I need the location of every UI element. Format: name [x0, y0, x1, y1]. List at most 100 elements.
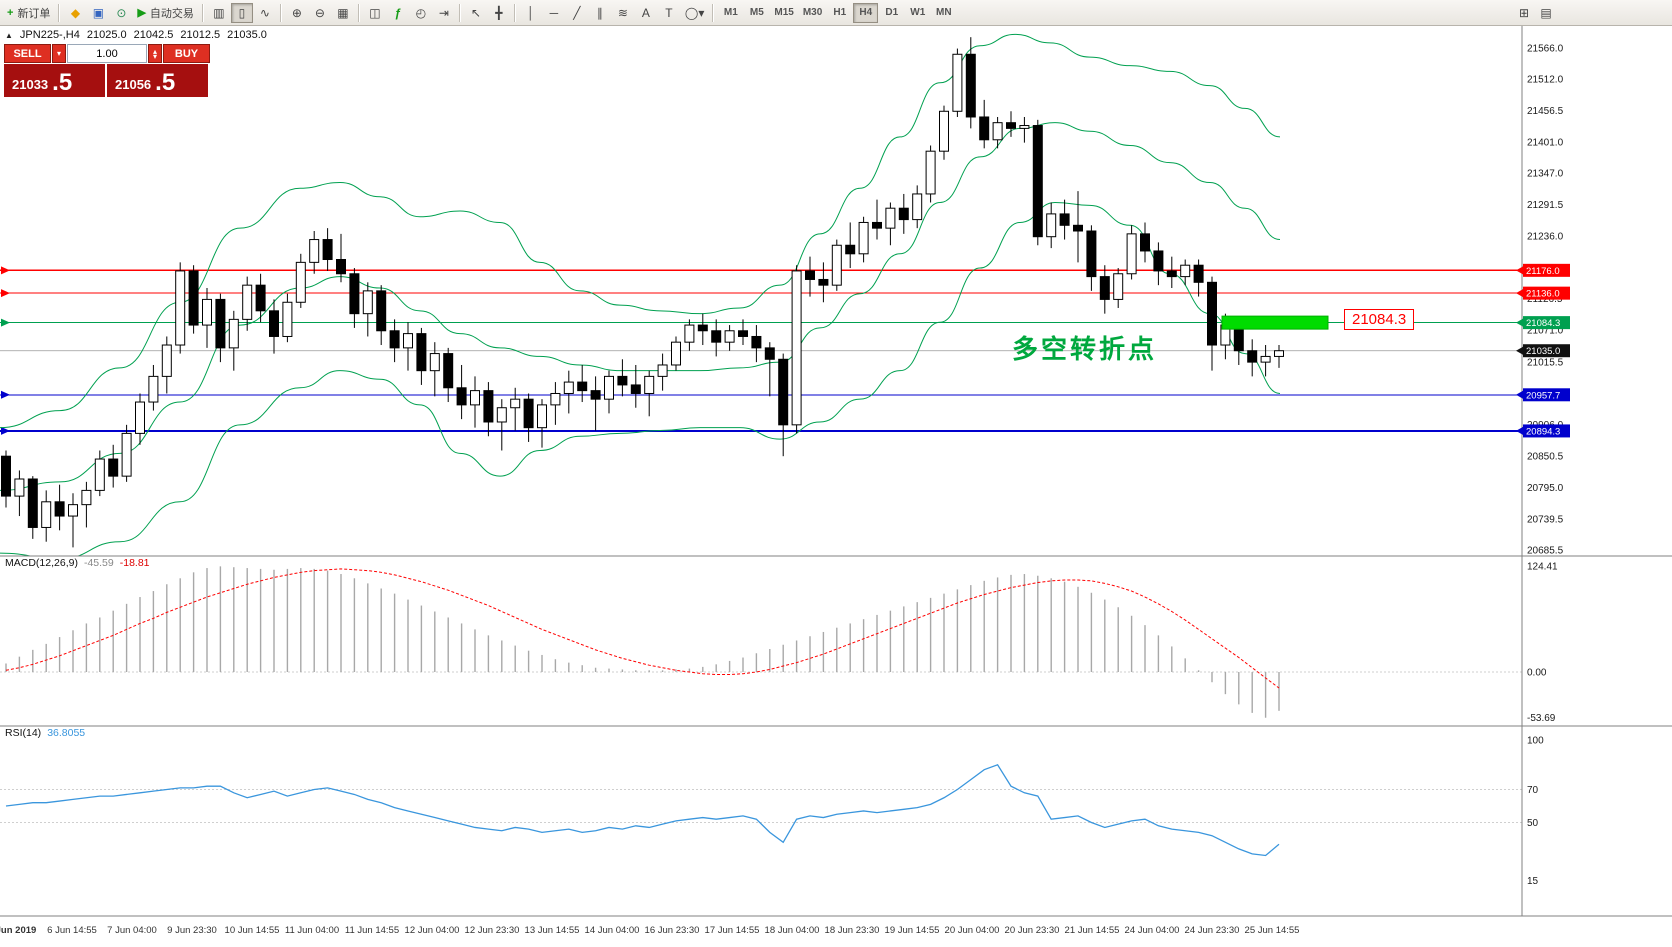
- timeframe-m5-button[interactable]: M5: [744, 3, 769, 23]
- indicators-icon: ƒ: [394, 5, 402, 20]
- svg-text:21035.0: 21035.0: [1526, 346, 1560, 357]
- svg-text:21176.0: 21176.0: [1526, 266, 1560, 277]
- timeframe-w1-button[interactable]: W1: [905, 3, 930, 23]
- svg-text:0.00: 0.00: [1527, 668, 1547, 679]
- time-axis-label: 19 Jun 14:55: [885, 925, 940, 936]
- navigator-button[interactable]: ▤: [1535, 3, 1557, 23]
- trendline-icon: ╱: [573, 5, 581, 20]
- chart-ohlc-header: ▲ JPN225-,H4 21025.0 21042.5 21012.5 210…: [5, 29, 267, 41]
- svg-text:20894.3: 20894.3: [1526, 426, 1560, 437]
- shapes-button[interactable]: ◯ ▾: [681, 3, 708, 23]
- svg-text:100: 100: [1527, 736, 1544, 747]
- tile-windows-icon: ▦: [337, 5, 349, 20]
- svg-text:70: 70: [1527, 785, 1539, 796]
- toolbar-separator: [458, 3, 461, 22]
- data-window-button[interactable]: ⊞: [1513, 3, 1535, 23]
- vertical-line-button[interactable]: │: [520, 3, 542, 23]
- macd-signal-line: [5, 568, 1280, 689]
- time-axis-label: 10 Jun 14:55: [225, 925, 280, 936]
- history-center-button[interactable]: ⊙: [110, 3, 132, 23]
- price-axis-label: 21015.5: [1527, 357, 1564, 368]
- toolbar-separator: [712, 3, 715, 22]
- collapse-arrow-icon[interactable]: ▲: [5, 30, 13, 40]
- candlestick-icon: ▯: [238, 5, 246, 20]
- rsi-indicator-label: RSI(14) 36.8055: [5, 727, 85, 739]
- sell-button[interactable]: SELL: [4, 44, 51, 63]
- candles-layer: [1, 37, 1284, 548]
- price-axis-label: 21291.5: [1527, 200, 1564, 211]
- periods-button[interactable]: ◴: [410, 3, 432, 23]
- time-axis-label: 11 Jun 14:55: [345, 925, 399, 936]
- highlight-rectangle[interactable]: [1221, 315, 1329, 330]
- price-axis-label: 20795.0: [1527, 483, 1564, 494]
- price-pane[interactable]: [0, 33, 1522, 558]
- time-axis-label: 11 Jun 04:00: [285, 925, 339, 936]
- svg-text:20957.7: 20957.7: [1526, 390, 1560, 401]
- time-axis-label: 12 Jun 23:30: [465, 925, 520, 936]
- time-axis-label: 21 Jun 14:55: [1065, 925, 1120, 936]
- candlestick-chart-button[interactable]: ▯: [230, 2, 253, 23]
- price-marker-box: [1523, 263, 1570, 277]
- high-value: 21042.5: [133, 29, 174, 41]
- tile-windows-button[interactable]: ▦: [332, 3, 354, 23]
- alerts-icon: ◆: [70, 5, 81, 20]
- time-axis-label: 18 Jun 04:00: [765, 925, 820, 936]
- volume-stepper[interactable]: ▴ ▾: [148, 44, 162, 63]
- timeframe-h4-button[interactable]: H4: [853, 2, 879, 23]
- indicators-button[interactable]: ƒ: [387, 3, 409, 23]
- timeframe-d1-button[interactable]: D1: [879, 3, 904, 23]
- buy-price-display[interactable]: 21056 .5: [107, 64, 208, 97]
- bar-chart-button[interactable]: ▥: [208, 3, 230, 23]
- chart-canvas[interactable]: 124.41 0.00 -53.69 100 70 50 15 21566.0 21512.0 2…: [0, 26, 1672, 947]
- alerts-button[interactable]: ◆: [64, 3, 86, 23]
- chart-window[interactable]: 124.41 0.00 -53.69 100 70 50 15 21566.0 21512.0 2…: [0, 26, 1672, 947]
- price-marker-box: [1523, 316, 1570, 330]
- clock-icon: ◴: [415, 5, 427, 20]
- new-order-button[interactable]: + 新订单: [3, 3, 54, 23]
- rsi-name: RSI(14): [5, 727, 42, 739]
- toolbar-separator: [357, 3, 360, 22]
- chart-shift-button[interactable]: ⇥: [433, 3, 455, 23]
- highlight-price-label[interactable]: 21084.3: [1344, 309, 1415, 330]
- sell-dropdown-button[interactable]: ▾: [52, 44, 66, 63]
- open-value: 21025.0: [86, 29, 127, 41]
- timeframe-mn-button[interactable]: MN: [931, 3, 956, 23]
- time-axis-label: 24 Jun 23:30: [1185, 925, 1240, 936]
- cascade-windows-button[interactable]: ◫: [364, 3, 386, 23]
- line-chart-button[interactable]: ∿: [254, 3, 276, 23]
- community-button[interactable]: ▣: [87, 3, 109, 23]
- svg-text:124.41: 124.41: [1527, 562, 1558, 573]
- crosshair-button[interactable]: ╋: [488, 3, 510, 23]
- zoom-out-button[interactable]: ⊖: [309, 3, 331, 23]
- macd-signal-value: -18.81: [119, 557, 150, 569]
- timeframe-m30-button[interactable]: M30: [799, 3, 826, 23]
- macd-name: MACD(12,26,9): [5, 557, 78, 569]
- toolbar-separator: [279, 3, 282, 22]
- buy-button[interactable]: BUY: [163, 44, 210, 63]
- timeframe-m15-button[interactable]: M15: [770, 3, 797, 23]
- trendline-button[interactable]: ╱: [566, 3, 588, 23]
- timeframe-m1-button[interactable]: M1: [718, 3, 743, 23]
- text-tool-icon: A: [641, 5, 650, 20]
- channel-button[interactable]: ∥: [589, 3, 611, 23]
- fibonacci-button[interactable]: ≋: [612, 3, 634, 23]
- label-tool-button[interactable]: T: [658, 3, 680, 23]
- cursor-button[interactable]: ↖: [465, 3, 487, 23]
- label-tool-icon: T: [665, 5, 673, 20]
- autotrade-button[interactable]: ▶ 自动交易: [133, 3, 197, 23]
- time-axis-label: 18 Jun 23:30: [825, 925, 880, 936]
- buy-price-pip: .5: [155, 69, 176, 96]
- bollinger-upper: [0, 33, 1281, 429]
- timeframe-h1-button[interactable]: H1: [827, 3, 852, 23]
- new-order-label: 新订单: [17, 7, 51, 20]
- low-value: 21012.5: [180, 29, 221, 41]
- text-tool-button[interactable]: A: [635, 3, 657, 23]
- buy-price-main: 21056: [115, 77, 152, 92]
- sell-price-display[interactable]: 21033 .5: [4, 64, 105, 97]
- bar-chart-icon: ▥: [213, 5, 225, 20]
- community-icon: ▣: [92, 5, 105, 20]
- volume-input[interactable]: [67, 44, 147, 63]
- horizontal-line-button[interactable]: ─: [543, 3, 565, 23]
- history-icon: ⊙: [116, 5, 127, 20]
- zoom-in-button[interactable]: ⊕: [286, 3, 308, 23]
